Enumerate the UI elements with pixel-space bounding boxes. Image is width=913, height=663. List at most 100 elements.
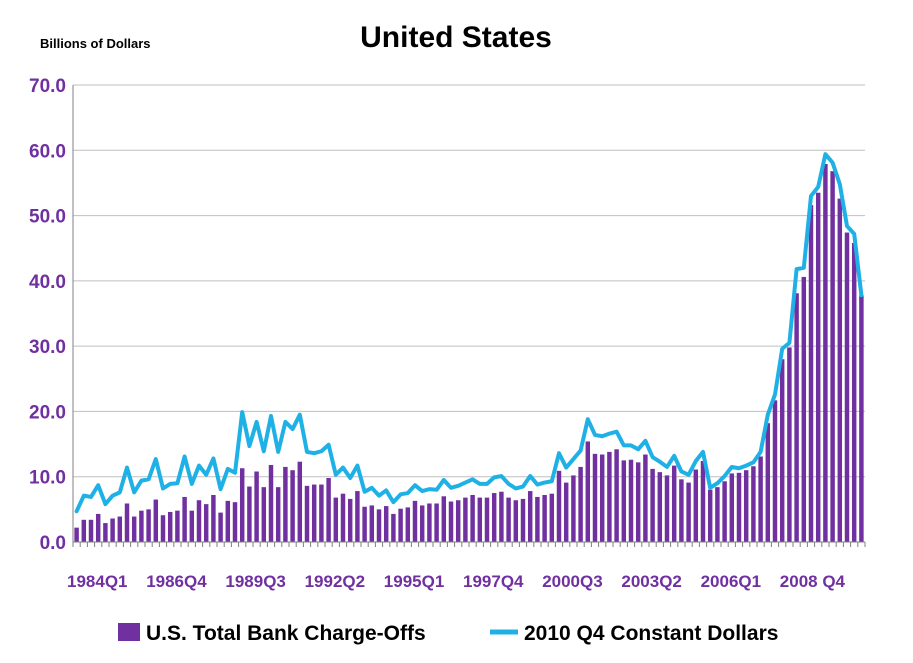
bar — [95, 513, 101, 542]
bar — [592, 453, 598, 542]
bar — [290, 470, 295, 542]
bar — [167, 511, 173, 542]
bar — [571, 475, 576, 542]
x-tick-label: 1997Q4 — [463, 572, 524, 591]
bar — [261, 487, 267, 542]
bar — [499, 491, 504, 542]
bar — [117, 516, 123, 542]
bar — [801, 276, 807, 542]
bar — [124, 503, 130, 542]
bar — [333, 497, 339, 542]
bar — [542, 494, 547, 542]
bar — [427, 503, 432, 542]
bar — [319, 484, 324, 542]
bar-series — [74, 164, 864, 543]
bar — [513, 500, 519, 542]
y-tick-label: 30.0 — [29, 337, 66, 358]
x-tick-label: 2006Q1 — [701, 572, 762, 591]
y-tick-label: 60.0 — [29, 141, 66, 162]
line-series — [74, 152, 864, 514]
bar — [182, 496, 187, 542]
bar — [491, 493, 497, 542]
bar — [765, 423, 771, 542]
bar — [103, 523, 108, 542]
bar — [535, 496, 540, 542]
bar — [175, 510, 180, 542]
bar — [455, 500, 461, 542]
bar — [520, 498, 526, 542]
y-tick-label: 0.0 — [40, 533, 66, 554]
x-tick-label: 1989Q3 — [225, 572, 286, 591]
grid-lines — [73, 84, 865, 478]
bar — [74, 527, 79, 542]
bar — [362, 506, 367, 542]
x-tick-label: 1995Q1 — [384, 572, 445, 591]
y-tick-label: 10.0 — [29, 468, 66, 489]
x-tick-label: 2000Q3 — [542, 572, 603, 591]
bar — [751, 466, 756, 542]
bar — [340, 493, 346, 542]
y-axis-tick-labels: 0.0 10.0 20.0 30.0 40.0 50.0 60.0 70.0 — [29, 76, 66, 554]
bar — [556, 470, 562, 542]
bar — [268, 464, 274, 542]
x-tick-label: 1992Q2 — [305, 572, 366, 591]
legend-label-line-series: 2010 Q4 Constant Dollars — [524, 622, 778, 645]
bar — [434, 503, 439, 542]
chart-title: United States — [360, 21, 552, 54]
bar — [823, 164, 828, 542]
bar — [412, 500, 418, 542]
bar — [787, 347, 792, 542]
axes — [72, 85, 866, 547]
bar — [830, 171, 835, 542]
bar — [715, 487, 720, 542]
legend: U.S. Total Bank Charge-Offs 2010 Q4 Cons… — [118, 622, 778, 645]
bar — [247, 486, 252, 542]
bar — [679, 479, 684, 542]
bar — [563, 482, 569, 542]
bar — [153, 499, 159, 542]
bar — [203, 504, 209, 542]
bar — [470, 494, 475, 542]
bar — [441, 496, 447, 542]
bar — [599, 454, 605, 542]
bar — [139, 510, 144, 542]
bar — [794, 293, 799, 542]
bar — [859, 295, 864, 542]
bar — [347, 498, 353, 542]
x-tick-label: 1986Q4 — [146, 572, 207, 591]
y-tick-label: 40.0 — [29, 272, 66, 293]
bar — [419, 505, 425, 542]
y-tick-label: 50.0 — [29, 207, 66, 228]
bar — [326, 478, 331, 542]
bar — [815, 192, 821, 542]
bar — [837, 198, 843, 542]
bar — [851, 242, 857, 543]
bar — [758, 456, 763, 542]
bar — [211, 494, 216, 542]
bar — [232, 502, 238, 542]
bar — [283, 466, 288, 542]
bar — [369, 505, 375, 542]
bar — [844, 232, 850, 543]
bar — [110, 518, 115, 542]
bar — [383, 506, 389, 542]
bar — [736, 472, 742, 542]
line-series-group — [74, 152, 864, 514]
bar — [729, 473, 735, 542]
x-tick-label: 1984Q1 — [67, 572, 128, 591]
bar — [477, 497, 483, 542]
legend-label-bar-series: U.S. Total Bank Charge-Offs — [146, 622, 426, 645]
bar — [527, 491, 533, 542]
bar — [398, 508, 403, 542]
bar — [254, 471, 259, 542]
bar — [196, 500, 202, 542]
bar — [664, 475, 670, 542]
bar — [405, 507, 411, 542]
bar — [160, 515, 166, 542]
bar — [650, 468, 655, 542]
bar — [297, 461, 303, 542]
bar — [779, 359, 785, 542]
bar — [585, 441, 591, 542]
bar — [743, 470, 749, 542]
